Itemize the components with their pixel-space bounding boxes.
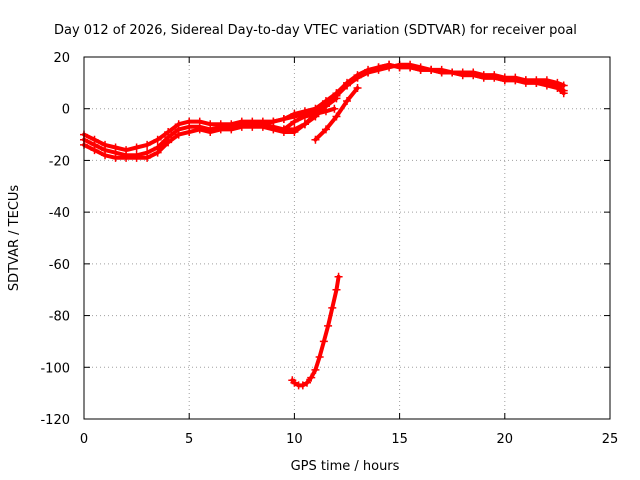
series-track-6 [311,84,362,144]
data-point [532,78,541,87]
data-point [269,125,278,134]
data-point [90,146,99,155]
data-point [111,153,120,162]
data-point [321,107,330,116]
data-point [290,127,299,136]
x-tick-label: 20 [497,432,514,447]
data-point [174,130,183,139]
data-point [185,127,194,136]
y-tick-label: -40 [49,206,70,221]
data-point [206,127,215,136]
data-point [319,337,328,346]
data-point [479,73,488,82]
data-point [153,148,162,157]
data-point [324,321,333,330]
y-axis-title: SDTVAR / TECUs [7,185,22,292]
data-point [511,76,520,85]
data-point [269,117,278,126]
data-point [328,303,337,312]
data-point [311,135,320,144]
data-point [448,68,457,77]
data-point [343,96,351,105]
data-point [143,153,152,162]
data-point [164,138,173,147]
data-point [300,120,309,129]
data-point [153,135,162,144]
data-point [521,78,530,87]
data-point [290,117,299,126]
x-tick-label: 10 [286,432,303,447]
data-point [343,78,351,87]
data-point [353,71,362,80]
data-point [311,365,320,374]
data-point [427,65,436,74]
data-point [406,63,415,72]
data-point [132,153,141,162]
data-point [307,373,316,382]
data-point [279,115,288,124]
x-axis-title: GPS time / hours [291,459,400,474]
data-point [279,125,288,134]
data-point [303,378,312,387]
y-tick-label: 0 [62,103,70,118]
data-point [385,60,394,69]
series-layer [80,60,568,390]
series-track-3 [80,60,568,162]
x-tick-label: 5 [185,432,193,447]
data-point [300,112,309,121]
data-point [122,153,131,162]
data-point [437,68,446,77]
data-point [101,151,110,160]
data-point [374,63,383,72]
data-point [332,112,341,121]
y-tick-label: 20 [53,51,70,66]
data-point [216,125,225,134]
data-point [298,381,307,390]
data-point [290,378,299,387]
data-point [332,285,341,294]
data-point [248,122,257,131]
x-tick-label: 15 [391,432,408,447]
y-tick-label: -60 [49,258,70,273]
x-tick-label: 0 [80,432,88,447]
data-point [332,94,341,103]
data-point [395,63,404,72]
plot-frame [83,56,611,420]
data-point [500,76,509,85]
series-track-7 [288,272,343,390]
data-point [334,272,343,281]
data-point [553,84,562,93]
data-point [330,104,339,113]
data-point [237,122,246,131]
data-point [258,120,267,129]
data-point [416,65,425,74]
x-tick-label: 25 [602,432,619,447]
data-point [542,81,551,90]
chart-title: Day 012 of 2026, Sidereal Day-to-day VTE… [54,23,577,38]
data-point [315,352,324,361]
y-tick-label: -80 [49,310,70,325]
data-point [490,73,499,82]
data-point [195,125,204,134]
y-tick-label: -20 [49,154,70,169]
y-tick-label: -120 [40,413,70,428]
data-point [559,89,568,98]
data-point [353,84,362,93]
data-point [132,143,141,152]
data-point [469,71,478,80]
data-point [143,140,152,149]
data-point [364,65,373,74]
data-point [458,71,467,80]
series-track-5 [279,104,339,134]
data-point [321,125,330,134]
y-tick-label: -100 [40,361,70,376]
data-point [227,125,236,134]
data-point [311,109,320,118]
axis-ticks: 0 5 10 15 20 25 -120 -100 -80 -60 -40 -20 0 20 [40,51,618,447]
